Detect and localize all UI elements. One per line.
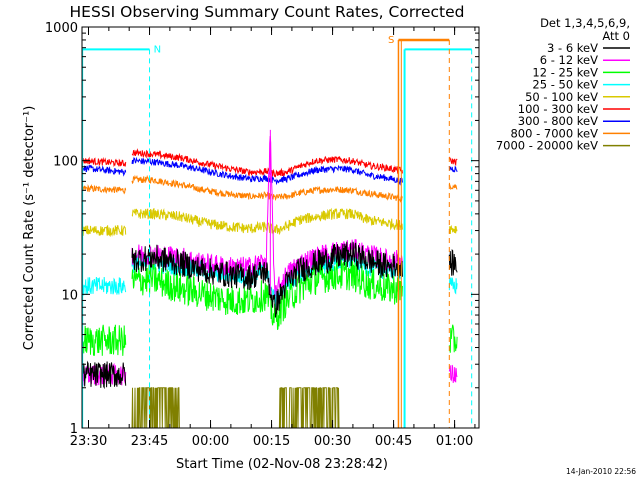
series-line-100-300-keV-seg0: [82, 156, 127, 168]
series-line-300-800-keV-seg1: [131, 156, 403, 186]
legend-label: 800 - 7000 keV: [510, 126, 598, 140]
series-line-300-800-keV-seg2: [448, 165, 458, 173]
legend-label: 50 - 100 keV: [525, 90, 598, 104]
x-tick-label: 00:00: [192, 434, 229, 449]
series-line-25-50-keV-seg0: [82, 276, 127, 296]
chart-title: HESSI Observing Summary Count Rates, Cor…: [70, 3, 465, 21]
plot-area: NS: [81, 35, 473, 429]
annotation-label: S: [388, 35, 394, 46]
annotation-label: N: [154, 44, 161, 55]
y-axis-label: Corrected Count Rate (s⁻¹ detector⁻¹): [22, 106, 37, 351]
series-line-300-800-keV-seg0: [82, 164, 127, 177]
series-line-3-6-keV-seg0: [82, 360, 127, 390]
series-line-800-7000-keV-seg0: [82, 183, 127, 195]
series-line-50-100-keV-seg2: [448, 224, 458, 235]
series-line-6-12-keV-seg2: [448, 364, 458, 383]
series-line-12-25-keV-seg1: [131, 259, 403, 330]
y-tick-label: 1: [70, 422, 78, 437]
x-tick-label: 01:00: [436, 434, 473, 449]
y-tick-label: 10: [61, 288, 78, 303]
series-line-25-50-keV-seg2: [448, 277, 458, 295]
series-line-100-300-keV-seg2: [448, 156, 458, 167]
legend-label: 6 - 12 keV: [540, 53, 598, 67]
legend-label: 12 - 25 keV: [532, 65, 598, 79]
legend-header-line1: Det 1,3,4,5,6,9,: [540, 16, 630, 30]
series-line-12-25-keV-seg0: [82, 324, 127, 357]
legend-label: 100 - 300 keV: [518, 102, 598, 116]
legend-label: 25 - 50 keV: [532, 78, 598, 92]
x-tick-label: 00:30: [314, 434, 351, 449]
x-tick-label: 23:30: [70, 434, 107, 449]
series-line-100-300-keV-seg1: [131, 148, 403, 178]
x-tick-label: 00:45: [375, 434, 412, 449]
legend-header-line2: Att 0: [602, 29, 630, 43]
series-line-12-25-keV-seg2: [448, 324, 458, 353]
legend-label: 3 - 6 keV: [547, 41, 598, 55]
x-axis-label: Start Time (02-Nov-08 23:28:42): [176, 457, 388, 472]
series-line-50-100-keV-seg0: [82, 225, 127, 238]
y-tick-label: 100: [53, 155, 78, 170]
plot-frame: [81, 26, 480, 429]
series-line-3-6-keV-seg1: [131, 241, 403, 318]
legend-label: 300 - 800 keV: [518, 114, 598, 128]
series-line-800-7000-keV-seg1: [131, 174, 403, 204]
series-line-7000-20000-keV-seg1: [131, 387, 403, 429]
footer-date: 14-Jan-2010 22:56: [566, 467, 636, 476]
series-line-3-6-keV-seg2: [448, 249, 458, 276]
y-tick-label: 1000: [45, 21, 78, 36]
x-tick-label: 00:15: [253, 434, 290, 449]
x-tick-label: 23:45: [131, 434, 168, 449]
legend-label: 7000 - 20000 keV: [496, 139, 598, 153]
series-line-800-7000-keV-seg2: [448, 182, 458, 191]
axes: 23:30 23:45 00:00 00:15 00:30 00:45 01:00 1 10 10…: [45, 21, 479, 449]
